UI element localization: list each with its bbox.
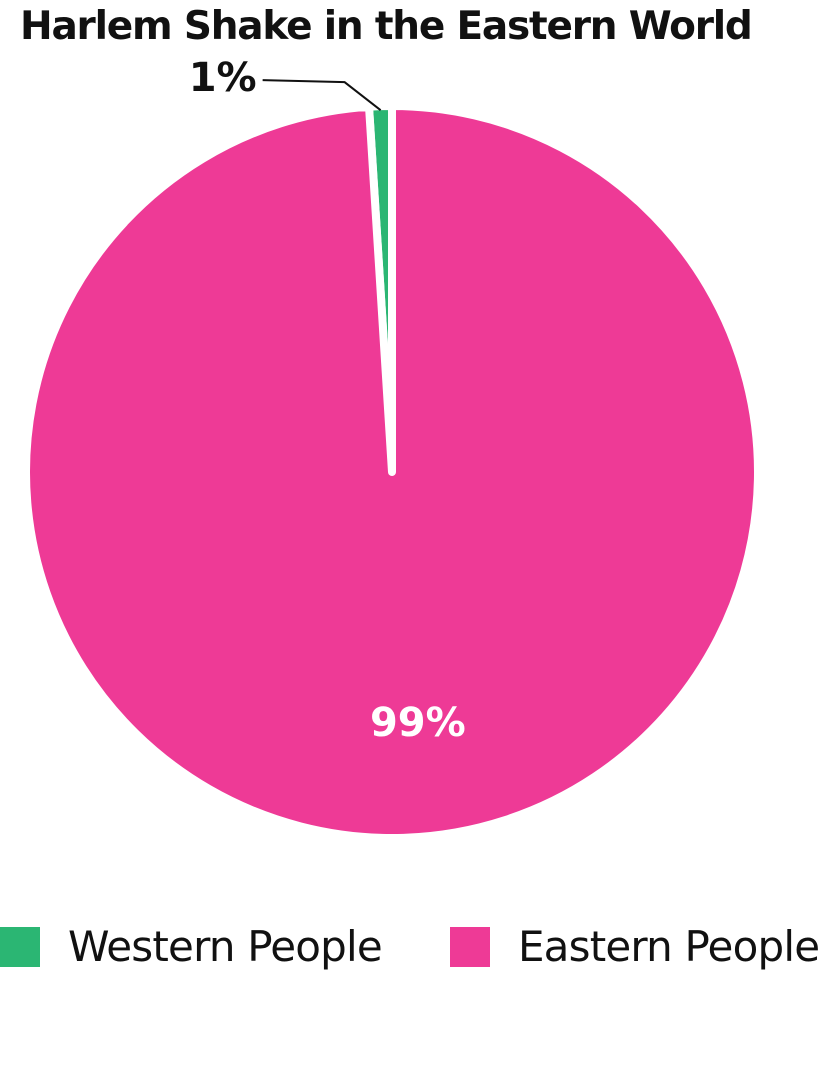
legend-swatch-western xyxy=(0,926,40,967)
pie-slice-eastern xyxy=(22,102,762,842)
pie-label-western: 1% xyxy=(189,55,257,101)
chart-title: Harlem Shake in the Eastern World xyxy=(20,4,753,49)
pie-slices xyxy=(22,102,762,842)
pie-label-eastern: 99% xyxy=(370,700,466,746)
legend-label-eastern: Eastern People xyxy=(517,922,820,971)
legend-item-western: Western People xyxy=(0,922,383,971)
leader-line-western xyxy=(262,79,382,111)
legend-label-western: Western People xyxy=(68,922,383,971)
pie-chart: 99% 1% xyxy=(22,55,762,842)
pie-labels: 99% 1% xyxy=(189,55,466,746)
legend: Western People Eastern People xyxy=(0,922,832,971)
legend-item-eastern: Eastern People xyxy=(449,922,820,971)
legend-swatch-eastern xyxy=(449,926,490,967)
